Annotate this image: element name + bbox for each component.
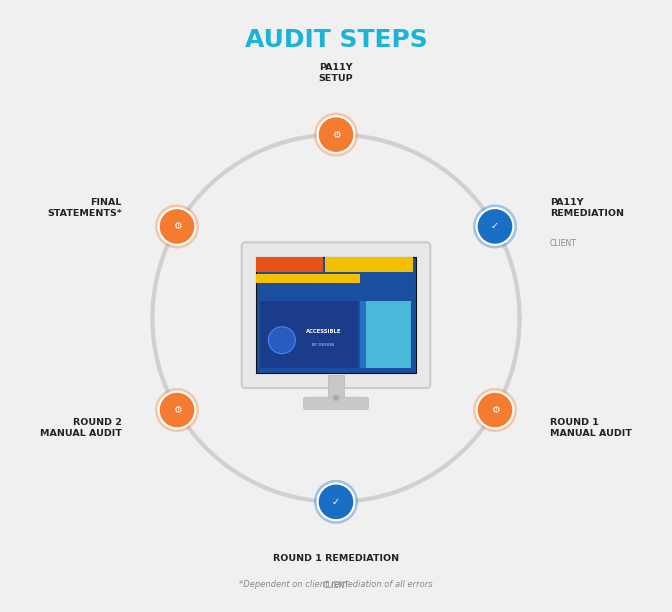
Text: CLIENT: CLIENT — [323, 581, 349, 591]
Circle shape — [476, 208, 513, 245]
Text: ✓: ✓ — [332, 497, 340, 507]
Circle shape — [318, 483, 354, 520]
Text: ROUND 2
MANUAL AUDIT: ROUND 2 MANUAL AUDIT — [40, 419, 122, 438]
FancyBboxPatch shape — [257, 257, 415, 373]
Circle shape — [155, 388, 199, 432]
FancyBboxPatch shape — [360, 301, 366, 368]
Text: BY DESIGN: BY DESIGN — [312, 343, 335, 346]
Circle shape — [159, 392, 196, 428]
FancyBboxPatch shape — [259, 301, 358, 368]
Text: PA11Y
SETUP: PA11Y SETUP — [319, 62, 353, 83]
Text: ⚙: ⚙ — [491, 405, 499, 415]
Text: AUDIT STEPS: AUDIT STEPS — [245, 28, 427, 52]
Circle shape — [268, 327, 296, 354]
Text: ROUND 1
MANUAL AUDIT: ROUND 1 MANUAL AUDIT — [550, 419, 632, 438]
FancyBboxPatch shape — [325, 257, 413, 272]
FancyBboxPatch shape — [257, 257, 323, 272]
Text: *Dependent on client remediation of all errors: *Dependent on client remediation of all … — [239, 580, 433, 589]
FancyBboxPatch shape — [304, 397, 368, 409]
FancyBboxPatch shape — [242, 242, 430, 388]
Text: ⚙: ⚙ — [173, 405, 181, 415]
FancyBboxPatch shape — [257, 274, 360, 283]
Text: PA11Y
REMEDIATION: PA11Y REMEDIATION — [550, 198, 624, 218]
Text: FINAL
STATEMENTS*: FINAL STATEMENTS* — [47, 198, 122, 218]
FancyBboxPatch shape — [366, 301, 411, 368]
Text: CLIENT: CLIENT — [550, 239, 577, 248]
Circle shape — [314, 480, 358, 524]
Circle shape — [476, 392, 513, 428]
Circle shape — [333, 395, 339, 401]
Text: ACCESSIBLE: ACCESSIBLE — [306, 329, 341, 334]
Circle shape — [159, 208, 196, 245]
Circle shape — [155, 204, 199, 248]
Circle shape — [473, 388, 517, 432]
FancyBboxPatch shape — [329, 375, 343, 398]
Text: ROUND 1 REMEDIATION: ROUND 1 REMEDIATION — [273, 554, 399, 563]
Text: ⚙: ⚙ — [173, 222, 181, 231]
Circle shape — [314, 113, 358, 157]
Circle shape — [473, 204, 517, 248]
Circle shape — [318, 116, 354, 153]
Text: ⚙: ⚙ — [331, 130, 341, 140]
Text: ✓: ✓ — [491, 222, 499, 231]
